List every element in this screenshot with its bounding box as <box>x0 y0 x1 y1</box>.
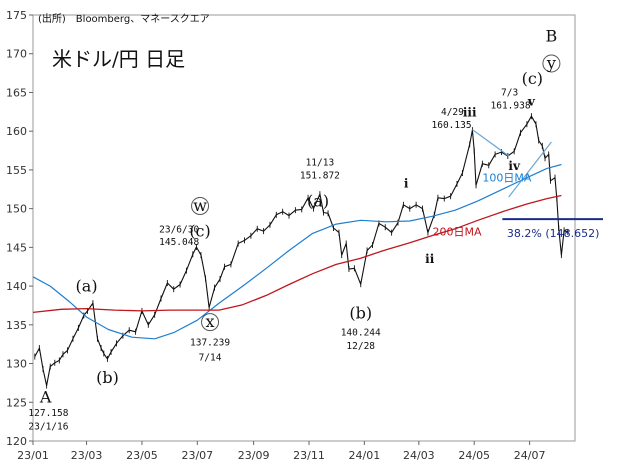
x-tick-label: 23/01 <box>17 449 49 462</box>
annotation-ma200-lbl: 200日MA <box>432 226 481 239</box>
annotation-B: B <box>546 26 558 45</box>
annotation-w: w <box>193 196 207 215</box>
annotation-b1: (b) <box>96 368 119 387</box>
y-tick-label: 165 <box>6 86 27 99</box>
y-tick-label: 160 <box>6 125 27 138</box>
annotation-ma100-lbl: 100日MA <box>482 172 531 185</box>
y-tick-label: 140 <box>6 280 27 293</box>
x-axis: 23/01 23/03 23/05 23/07 23/09 23/11 24/01 24/03… <box>17 441 545 462</box>
series-ma200 <box>32 194 562 314</box>
y-tick-label: 125 <box>6 396 27 409</box>
x-tick-label: 23/07 <box>181 449 213 462</box>
y-axis: 120 125 130 135 140 145 150 155 160 165 170 175 <box>6 9 33 448</box>
x-tick-label: 23/05 <box>126 449 158 462</box>
annotation-w-val: 145.048 <box>159 237 199 248</box>
y-tick-label: 155 <box>6 164 27 177</box>
annotation-A-val: 127.158 <box>28 408 68 419</box>
x-tick-label: 24/05 <box>458 449 490 462</box>
trendline <box>508 141 552 198</box>
annotation-a2: (a) <box>307 191 329 210</box>
annotation-i: i <box>404 177 409 191</box>
annotation-nov-date: 11/13 <box>306 157 335 168</box>
plot-frame <box>32 14 576 442</box>
wave-circle <box>201 313 220 332</box>
y-tick-label: 150 <box>6 203 27 216</box>
annotation-y: y <box>546 53 556 72</box>
y-tick-label: 135 <box>6 319 27 332</box>
annotation-w-c: (c) <box>189 222 210 241</box>
annotation-ii: ii <box>425 252 435 266</box>
annotation-x: x <box>206 312 215 331</box>
annotation-A: A <box>39 387 52 406</box>
series-layer <box>32 113 569 389</box>
annotation-layer: A127.15823/1/16(a)(b)w(c)23/6/30145.048x… <box>28 26 561 432</box>
overlay-layer: 38.2% (148.652) <box>472 129 603 240</box>
annotation-dec-val: 140.244 <box>341 328 381 339</box>
annotation-A-date: 23/1/16 <box>28 421 68 432</box>
series-ma100 <box>32 163 562 340</box>
chart-title: 米ドル/円 日足 <box>52 47 185 71</box>
y-tick-label: 175 <box>6 9 27 22</box>
annotation-apr-val: 160.135 <box>432 120 472 131</box>
y-tick-label: 145 <box>6 241 27 254</box>
grid <box>32 14 576 442</box>
x-tick-label: 24/01 <box>349 449 381 462</box>
source-note: (出所) Bloomberg、マネースクエア <box>38 12 210 25</box>
annotation-x-val: 137.239 <box>190 338 230 349</box>
annotation-jul-date: 7/3 <box>501 88 518 99</box>
annotation-apr-date: 4/29 <box>441 107 464 118</box>
x-tick-label: 23/09 <box>238 449 270 462</box>
y-tick-label: 120 <box>6 435 27 448</box>
annotation-dec-date: 12/28 <box>346 341 375 352</box>
wave-circle <box>191 196 210 215</box>
series-price <box>34 115 568 387</box>
x-tick-label: 23/11 <box>293 449 325 462</box>
annotation-c3: (c) <box>522 69 543 88</box>
y-tick-label: 130 <box>6 358 27 371</box>
x-tick-label: 24/03 <box>403 449 435 462</box>
annotation-v: v <box>527 95 536 109</box>
annotation-iv: iv <box>508 159 521 173</box>
annotation-jul-val: 161.938 <box>491 101 531 112</box>
wave-circle <box>542 54 561 73</box>
annotation-iii: iii <box>463 105 477 119</box>
annotation-a1: (a) <box>76 277 98 296</box>
annotation-nov-val: 151.872 <box>300 170 340 181</box>
x-tick-label: 24/07 <box>514 449 546 462</box>
trendline <box>472 129 510 157</box>
fib-level-label: 38.2% (148.652) <box>507 227 600 240</box>
annotation-b2: (b) <box>349 304 372 323</box>
annotation-x-date: 7/14 <box>199 352 222 363</box>
y-tick-label: 170 <box>6 48 27 61</box>
annotation-w-date: 23/6/30 <box>159 225 199 236</box>
x-tick-label: 23/03 <box>71 449 103 462</box>
